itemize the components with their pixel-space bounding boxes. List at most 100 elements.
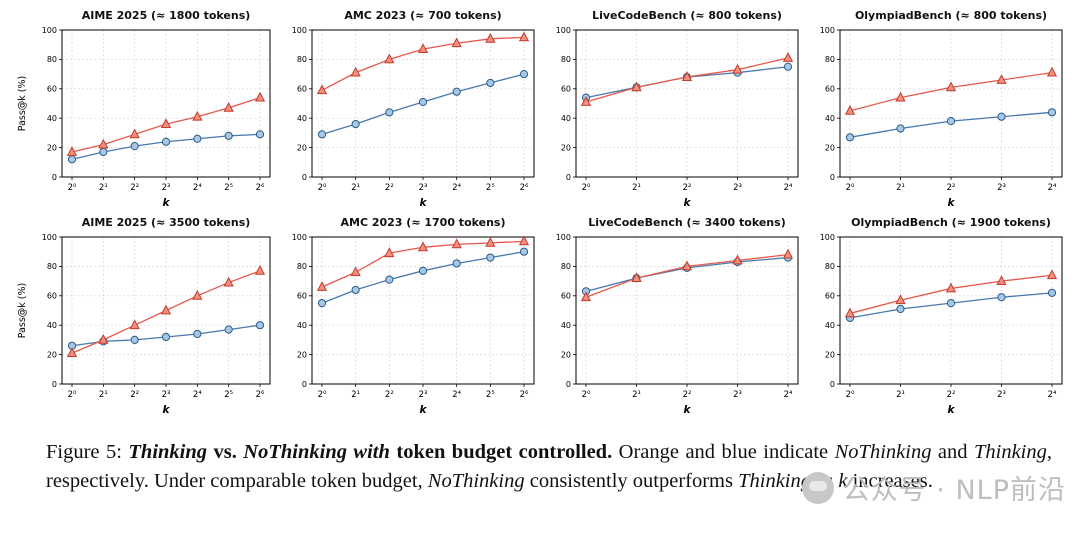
svg-text:40: 40: [561, 321, 571, 330]
svg-text:60: 60: [47, 85, 57, 94]
svg-text:k: k: [420, 197, 428, 209]
chart-cell-olympiadbench-1900: OlympiadBench (≈ 1900 tokens) 0 20 40 60 80 1…: [806, 215, 1070, 416]
chart-cell-amc2023-700: AMC 2023 (≈ 700 tokens) 0 20 40 60 80 100 2⁰ 2¹…: [278, 8, 542, 209]
caption-segment: vs.: [207, 441, 244, 463]
svg-text:2²: 2²: [385, 390, 394, 400]
svg-text:Pass@k (%): Pass@k (%): [17, 76, 28, 131]
svg-text:2²: 2²: [683, 390, 692, 400]
svg-text:20: 20: [561, 143, 571, 152]
svg-text:2¹: 2¹: [351, 183, 360, 193]
svg-text:k: k: [420, 404, 428, 416]
svg-text:Pass@k (%): Pass@k (%): [17, 283, 28, 338]
caption-segment: as: [811, 470, 839, 493]
svg-text:40: 40: [47, 114, 57, 123]
svg-text:2¹: 2¹: [99, 390, 108, 400]
svg-text:2¹: 2¹: [632, 183, 641, 193]
svg-text:0: 0: [52, 173, 57, 182]
svg-text:80: 80: [825, 262, 835, 271]
chart-amc2023-700: 0 20 40 60 80 100 2⁰ 2¹ 2² 2³ 2⁴ 2⁵ 2⁶ k: [292, 26, 535, 209]
svg-text:20: 20: [297, 143, 307, 152]
chart-cell-livecodebench-800: LiveCodeBench (≈ 800 tokens) 0 20 40 60 80 10…: [542, 8, 806, 209]
svg-text:20: 20: [47, 143, 57, 152]
chart-cell-livecodebench-3400: LiveCodeBench (≈ 3400 tokens) 0 20 40 60 80 1…: [542, 215, 806, 416]
svg-text:2²: 2²: [683, 183, 692, 193]
svg-text:2¹: 2¹: [896, 390, 905, 400]
svg-text:20: 20: [297, 350, 307, 359]
svg-text:20: 20: [825, 350, 835, 359]
figure-caption: Figure 5: Thinking vs. NoThinking with t…: [46, 438, 1052, 496]
svg-text:100: 100: [820, 233, 835, 242]
svg-text:0: 0: [830, 380, 835, 389]
svg-text:2⁶: 2⁶: [256, 183, 265, 193]
svg-text:2³: 2³: [162, 183, 171, 193]
svg-text:2²: 2²: [947, 390, 956, 400]
svg-text:100: 100: [42, 233, 57, 242]
svg-text:2⁰: 2⁰: [68, 183, 77, 193]
caption-segment: Thinking: [738, 470, 812, 493]
caption-segment: Thinking: [128, 441, 208, 463]
svg-text:40: 40: [825, 321, 835, 330]
figure-area: AIME 2025 (≈ 1800 tokens) 0 20 40 60 80 100 2⁰…: [14, 8, 1080, 496]
svg-text:2²: 2²: [130, 390, 139, 400]
chart-title: OlympiadBench (≈ 800 tokens): [854, 9, 1048, 22]
caption-segment: , respectively. Under comparable token b…: [46, 441, 1053, 493]
chart-title: OlympiadBench (≈ 1900 tokens): [851, 216, 1051, 229]
svg-text:k: k: [163, 197, 171, 209]
caption-segment: NoThinking: [834, 441, 932, 463]
svg-text:40: 40: [297, 114, 307, 123]
svg-text:100: 100: [292, 26, 307, 35]
chart-title: AMC 2023 (≈ 700 tokens): [344, 9, 502, 22]
svg-text:60: 60: [47, 292, 57, 301]
svg-text:0: 0: [566, 173, 571, 182]
svg-text:80: 80: [297, 262, 307, 271]
svg-text:2⁶: 2⁶: [256, 390, 265, 400]
svg-text:2⁰: 2⁰: [68, 390, 77, 400]
svg-text:0: 0: [302, 380, 307, 389]
svg-text:2⁶: 2⁶: [520, 183, 529, 193]
svg-text:40: 40: [297, 321, 307, 330]
chart-cell-aime2025-1800: AIME 2025 (≈ 1800 tokens) 0 20 40 60 80 100 2⁰…: [14, 8, 278, 209]
svg-text:40: 40: [47, 321, 57, 330]
svg-text:80: 80: [561, 55, 571, 64]
caption-segment: token budget controlled.: [389, 441, 619, 463]
caption-segment: NoThinking with: [243, 441, 390, 463]
svg-text:2⁴: 2⁴: [1048, 390, 1057, 400]
svg-text:40: 40: [825, 114, 835, 123]
svg-text:100: 100: [820, 26, 835, 35]
svg-text:2⁰: 2⁰: [318, 390, 327, 400]
caption-segment: Figure 5:: [46, 441, 129, 463]
svg-text:k: k: [684, 404, 692, 416]
caption-segment: NoThinking: [427, 470, 525, 493]
svg-text:k: k: [163, 404, 171, 416]
svg-text:60: 60: [825, 85, 835, 94]
svg-text:2⁴: 2⁴: [784, 390, 793, 400]
chart-title: AMC 2023 (≈ 1700 tokens): [340, 216, 506, 229]
caption-segment: consistently outperforms: [524, 470, 739, 493]
chart-amc2023-1700: 0 20 40 60 80 100 2⁰ 2¹ 2² 2³ 2⁴ 2⁵ 2⁶ k: [292, 233, 535, 416]
svg-text:2¹: 2¹: [632, 390, 641, 400]
svg-text:2³: 2³: [733, 390, 742, 400]
svg-text:2³: 2³: [162, 390, 171, 400]
svg-text:2²: 2²: [947, 183, 956, 193]
svg-text:2⁵: 2⁵: [224, 183, 233, 193]
caption-segment: Orange and blue indicate: [618, 441, 835, 463]
chart-olympiadbench-800: 0 20 40 60 80 100 2⁰ 2¹ 2² 2³ 2⁴ k: [820, 26, 1063, 209]
svg-text:100: 100: [292, 233, 307, 242]
chart-aime2025-1800: 0 20 40 60 80 100 2⁰ 2¹ 2² 2³ 2⁴ 2⁵ 2⁶ k Pass@k (%): [17, 26, 271, 209]
svg-text:100: 100: [556, 233, 571, 242]
svg-text:2²: 2²: [130, 183, 139, 193]
svg-text:2⁵: 2⁵: [486, 390, 495, 400]
svg-text:80: 80: [47, 262, 57, 271]
chart-cell-aime2025-3500: AIME 2025 (≈ 3500 tokens) 0 20 40 60 80 100 2⁰…: [14, 215, 278, 416]
svg-text:2⁴: 2⁴: [784, 183, 793, 193]
caption-segment: increases.: [847, 470, 933, 493]
charts-grid: AIME 2025 (≈ 1800 tokens) 0 20 40 60 80 100 2⁰…: [14, 8, 1080, 416]
svg-text:60: 60: [561, 85, 571, 94]
svg-text:2⁰: 2⁰: [846, 390, 855, 400]
caption-segment: and: [931, 441, 974, 463]
svg-text:100: 100: [556, 26, 571, 35]
svg-text:0: 0: [830, 173, 835, 182]
chart-cell-amc2023-1700: AMC 2023 (≈ 1700 tokens) 0 20 40 60 80 100 2⁰ 2…: [278, 215, 542, 416]
svg-text:2⁴: 2⁴: [452, 183, 461, 193]
svg-text:60: 60: [297, 85, 307, 94]
